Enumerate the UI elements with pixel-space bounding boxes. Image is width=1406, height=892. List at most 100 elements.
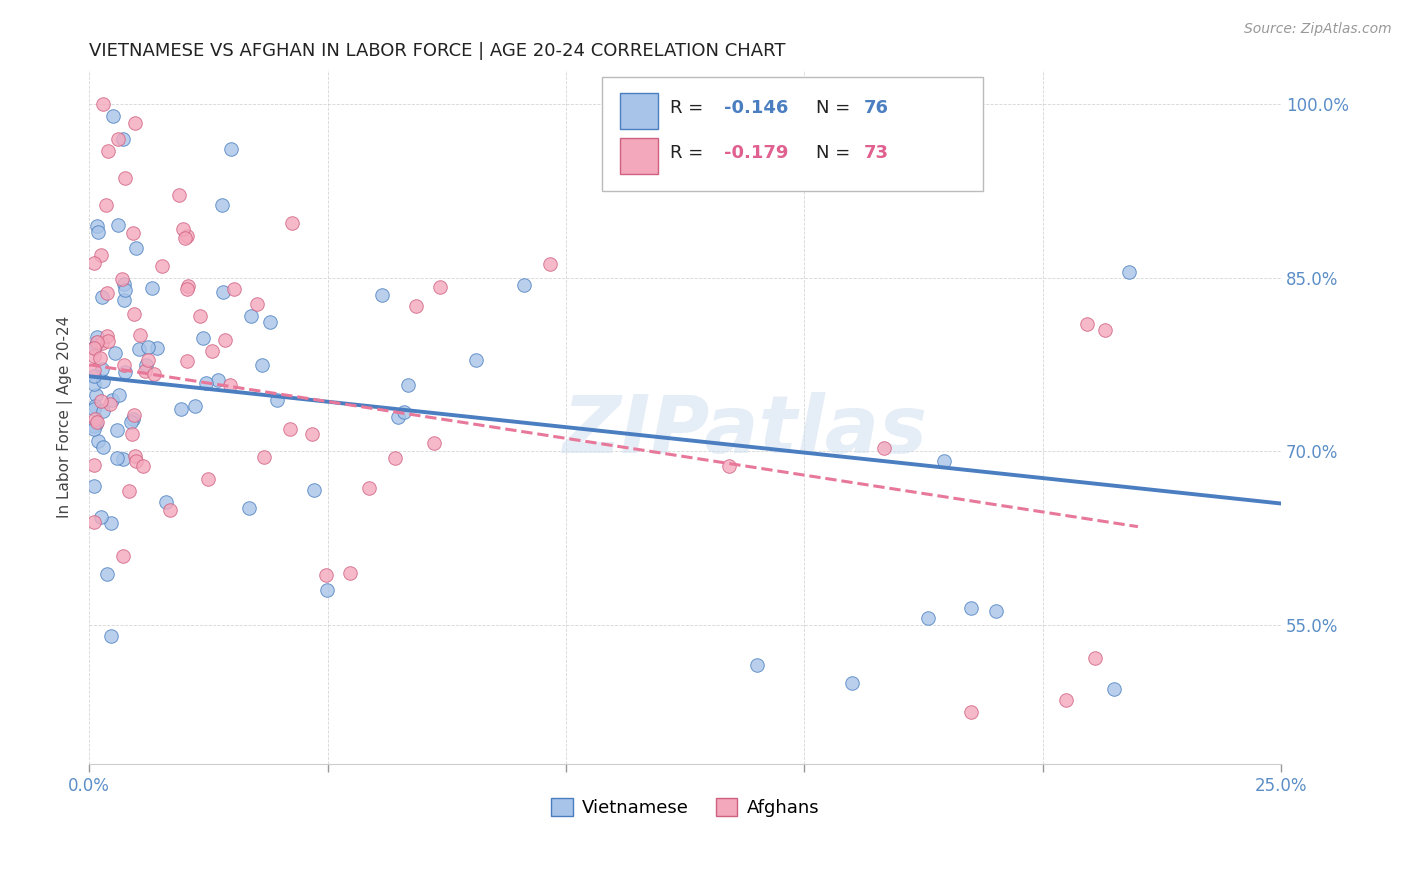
- Point: [745, 658, 768, 673]
- Point: [83, 422, 105, 436]
- Point: [960, 600, 983, 615]
- Point: [315, 568, 337, 582]
- Point: [278, 422, 301, 436]
- Point: [387, 409, 409, 424]
- Point: [93, 404, 115, 418]
- Point: [105, 451, 128, 466]
- Point: [396, 378, 419, 392]
- Text: ZIPatlas: ZIPatlas: [562, 392, 927, 469]
- Point: [136, 340, 159, 354]
- Point: [219, 142, 242, 156]
- Point: [110, 272, 132, 286]
- Point: [538, 257, 561, 271]
- FancyBboxPatch shape: [620, 94, 658, 129]
- Point: [83, 362, 105, 376]
- Point: [131, 458, 153, 473]
- Point: [96, 566, 118, 581]
- Point: [191, 331, 214, 345]
- Point: [83, 515, 105, 529]
- Point: [934, 454, 956, 468]
- Point: [114, 283, 136, 297]
- Point: [259, 314, 281, 328]
- Point: [197, 472, 219, 486]
- Point: [246, 297, 269, 311]
- Point: [96, 286, 118, 301]
- Text: VIETNAMESE VS AFGHAN IN LABOR FORCE | AGE 20-24 CORRELATION CHART: VIETNAMESE VS AFGHAN IN LABOR FORCE | AG…: [89, 42, 786, 60]
- Text: -0.146: -0.146: [724, 99, 789, 117]
- Point: [121, 427, 143, 442]
- Point: [101, 109, 124, 123]
- Point: [917, 611, 939, 625]
- Point: [184, 400, 207, 414]
- Point: [122, 412, 145, 426]
- Point: [111, 132, 134, 146]
- Point: [86, 334, 108, 349]
- Point: [87, 434, 110, 448]
- Point: [176, 282, 198, 296]
- Point: [266, 392, 288, 407]
- Point: [1054, 693, 1077, 707]
- Point: [100, 629, 122, 643]
- Text: N =: N =: [815, 144, 856, 162]
- Point: [91, 361, 114, 376]
- Point: [83, 349, 105, 363]
- Point: [718, 458, 741, 473]
- Point: [176, 354, 198, 368]
- Point: [316, 583, 339, 598]
- Point: [97, 144, 120, 158]
- Point: [177, 278, 200, 293]
- Point: [101, 393, 124, 408]
- Point: [105, 423, 128, 437]
- Point: [394, 405, 416, 419]
- Point: [100, 516, 122, 530]
- Point: [83, 255, 105, 269]
- Point: [172, 222, 194, 236]
- Y-axis label: In Labor Force | Age 20-24: In Labor Force | Age 20-24: [58, 316, 73, 518]
- Point: [107, 219, 129, 233]
- Point: [104, 346, 127, 360]
- Point: [90, 509, 112, 524]
- Point: [1118, 265, 1140, 279]
- Point: [90, 394, 112, 409]
- Point: [112, 549, 135, 564]
- Point: [86, 330, 108, 344]
- Point: [136, 353, 159, 368]
- Point: [84, 337, 107, 351]
- Text: N =: N =: [815, 99, 856, 117]
- Point: [94, 198, 117, 212]
- Point: [89, 351, 111, 365]
- Legend: Vietnamese, Afghans: Vietnamese, Afghans: [544, 790, 827, 824]
- Text: -0.179: -0.179: [724, 144, 789, 162]
- Point: [150, 259, 173, 273]
- Point: [238, 501, 260, 516]
- Point: [141, 281, 163, 295]
- Point: [112, 277, 135, 291]
- Point: [97, 334, 120, 348]
- Point: [84, 388, 107, 402]
- Text: 76: 76: [863, 99, 889, 117]
- FancyBboxPatch shape: [602, 77, 983, 191]
- Point: [465, 352, 488, 367]
- Point: [108, 388, 131, 402]
- Point: [841, 676, 863, 690]
- Text: R =: R =: [669, 99, 709, 117]
- Point: [91, 440, 114, 454]
- Text: R =: R =: [669, 144, 709, 162]
- Point: [118, 483, 141, 498]
- Point: [429, 280, 451, 294]
- Point: [146, 341, 169, 355]
- Point: [91, 335, 114, 350]
- Point: [371, 288, 394, 302]
- Point: [155, 495, 177, 509]
- Point: [301, 426, 323, 441]
- Point: [122, 307, 145, 321]
- Point: [83, 401, 105, 416]
- Point: [207, 373, 229, 387]
- Point: [211, 285, 233, 299]
- Point: [83, 399, 105, 413]
- Point: [194, 376, 217, 390]
- Point: [107, 132, 129, 146]
- Point: [240, 309, 263, 323]
- Point: [125, 454, 148, 468]
- Point: [91, 290, 114, 304]
